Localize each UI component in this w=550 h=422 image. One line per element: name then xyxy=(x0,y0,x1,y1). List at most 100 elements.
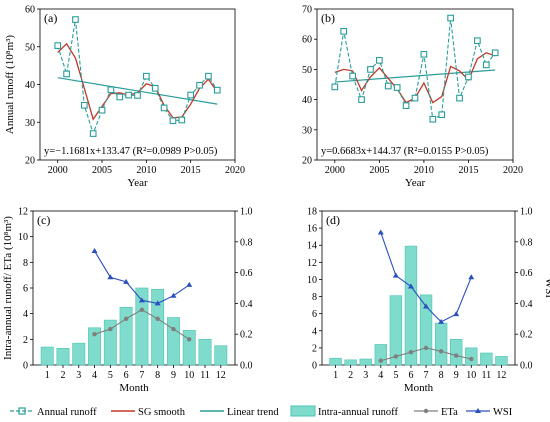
annual-runoff-point xyxy=(465,73,472,81)
intra-annual-bar xyxy=(434,322,448,366)
intra-annual-bar xyxy=(56,348,70,366)
y2-tick-label: 0.0 xyxy=(520,361,533,372)
x-tick-label: 2000 xyxy=(48,165,68,176)
eta-point xyxy=(123,316,129,321)
panel-label: (d) xyxy=(326,213,340,227)
wsi-point xyxy=(377,229,384,235)
eta-point xyxy=(108,326,113,332)
legend-intra-label: Intra-annual runoff xyxy=(318,407,398,418)
annual-runoff-point xyxy=(63,70,70,78)
linear-trend-line xyxy=(57,77,218,105)
x-tick-label: 8 xyxy=(439,370,444,381)
annual-runoff-point xyxy=(107,86,115,94)
panel-d: 1 2 3 4 5 6 7 8 9 10 11 120246810121416180.00.20.40… xyxy=(307,207,550,395)
x-axis-label: Month xyxy=(119,382,149,394)
eta-point xyxy=(423,345,429,351)
x-tick-label: 6 xyxy=(124,370,129,381)
linear-trend-line xyxy=(334,69,496,83)
x-tick-label: 2005 xyxy=(92,165,112,176)
annual-runoff-point xyxy=(80,101,88,109)
x-axis-label: Year xyxy=(405,177,426,189)
y2-tick-label: 0.8 xyxy=(240,237,253,248)
intra-annual-bar xyxy=(40,346,54,366)
annual-runoff-point xyxy=(331,83,339,91)
x-tick-label: 4 xyxy=(92,370,97,381)
y-tick-label: 18 xyxy=(307,207,317,218)
annual-runoff-point xyxy=(456,94,463,102)
x-tick-label: 12 xyxy=(216,370,226,381)
y2-tick-label: 0.2 xyxy=(240,330,253,341)
legend-eta-marker xyxy=(423,408,429,414)
annual-runoff-point xyxy=(169,117,177,125)
eta-point xyxy=(139,307,145,313)
y-tick-label: 4 xyxy=(312,326,317,337)
eta-point xyxy=(469,356,474,362)
annual-runoff-line xyxy=(57,19,218,136)
annual-runoff-point xyxy=(429,115,437,123)
trend-equation: y=0.6683x+144.37 (R²=0.0155 P>0.05) xyxy=(321,146,489,157)
y-tick-label: 20 xyxy=(302,156,312,167)
annual-runoff-point xyxy=(402,102,410,109)
panel-c: 1 2 3 4 5 6 7 8 9 10 11 120246810120.00.20.40.60.81… xyxy=(2,207,253,395)
y-tick-label: 6 xyxy=(312,309,317,320)
x-tick-label: 10 xyxy=(466,370,476,381)
y-tick-label: 14 xyxy=(307,241,317,252)
x-tick-label: 2020 xyxy=(225,165,245,176)
eta-point xyxy=(378,358,384,363)
wsi-point xyxy=(154,300,161,306)
panel-label: (c) xyxy=(37,213,50,227)
eta-point xyxy=(393,354,399,359)
annual-runoff-point xyxy=(411,94,419,102)
y-tick-label: 40 xyxy=(302,95,312,106)
y-tick-label: 2 xyxy=(23,335,28,346)
plot-frame xyxy=(321,210,516,366)
intra-annual-bar xyxy=(450,339,463,366)
y-axis-label: Intra-annual runoff/ ETa (10⁸m³) xyxy=(2,216,14,360)
intra-annual-bar xyxy=(344,359,357,366)
intra-annual-bar xyxy=(404,245,418,366)
y-tick-label: 12 xyxy=(18,207,28,218)
y-tick-label: 0 xyxy=(312,361,317,372)
wsi-point xyxy=(91,248,98,254)
x-tick-label: 5 xyxy=(393,370,398,381)
x-tick-label: 7 xyxy=(139,370,144,381)
intra-annual-bar xyxy=(182,330,196,366)
wsi-point xyxy=(170,292,177,298)
x-tick-label: 2020 xyxy=(503,165,523,176)
annual-runoff-point xyxy=(393,84,401,91)
annual-runoff-point xyxy=(349,72,356,80)
y2-tick-label: 0.2 xyxy=(520,330,533,341)
annual-runoff-point xyxy=(367,66,374,73)
annual-runoff-point xyxy=(358,96,365,103)
eta-point xyxy=(187,337,192,342)
x-tick-label: 7 xyxy=(424,370,429,381)
annual-runoff-point xyxy=(340,27,348,35)
x-tick-label: 1 xyxy=(45,370,50,381)
intra-annual-bar xyxy=(465,347,478,366)
x-axis-label: Year xyxy=(127,177,148,189)
intra-annual-bar xyxy=(329,357,342,366)
y2-axis-label: WSI xyxy=(543,278,550,299)
y-tick-label: 12 xyxy=(307,258,317,269)
y2-tick-label: 0.4 xyxy=(520,299,533,310)
legend-wsi-marker xyxy=(475,408,481,413)
legend-annual-marker xyxy=(18,407,26,415)
annual-runoff-point xyxy=(474,37,481,45)
y2-tick-label: 0.8 xyxy=(520,237,533,248)
y2-tick-label: 1.0 xyxy=(240,207,253,218)
eta-point xyxy=(438,349,444,354)
y-axis-label: Annual runoff (10⁸m³) xyxy=(4,35,16,135)
x-axis-label: Month xyxy=(404,382,434,394)
y2-tick-label: 0.6 xyxy=(520,268,533,279)
x-tick-label: 2 xyxy=(348,370,353,381)
y-tick-label: 10 xyxy=(18,232,28,243)
intra-annual-bar xyxy=(214,345,228,366)
y2-tick-label: 0.4 xyxy=(240,299,253,310)
x-tick-label: 2010 xyxy=(136,165,156,176)
x-tick-label: 10 xyxy=(184,370,194,381)
intra-annual-bar xyxy=(495,356,508,366)
x-tick-label: 5 xyxy=(108,370,113,381)
annual-runoff-point xyxy=(213,86,221,94)
y-tick-label: 20 xyxy=(25,156,35,167)
legend-wsi-label: WSI xyxy=(493,407,513,418)
